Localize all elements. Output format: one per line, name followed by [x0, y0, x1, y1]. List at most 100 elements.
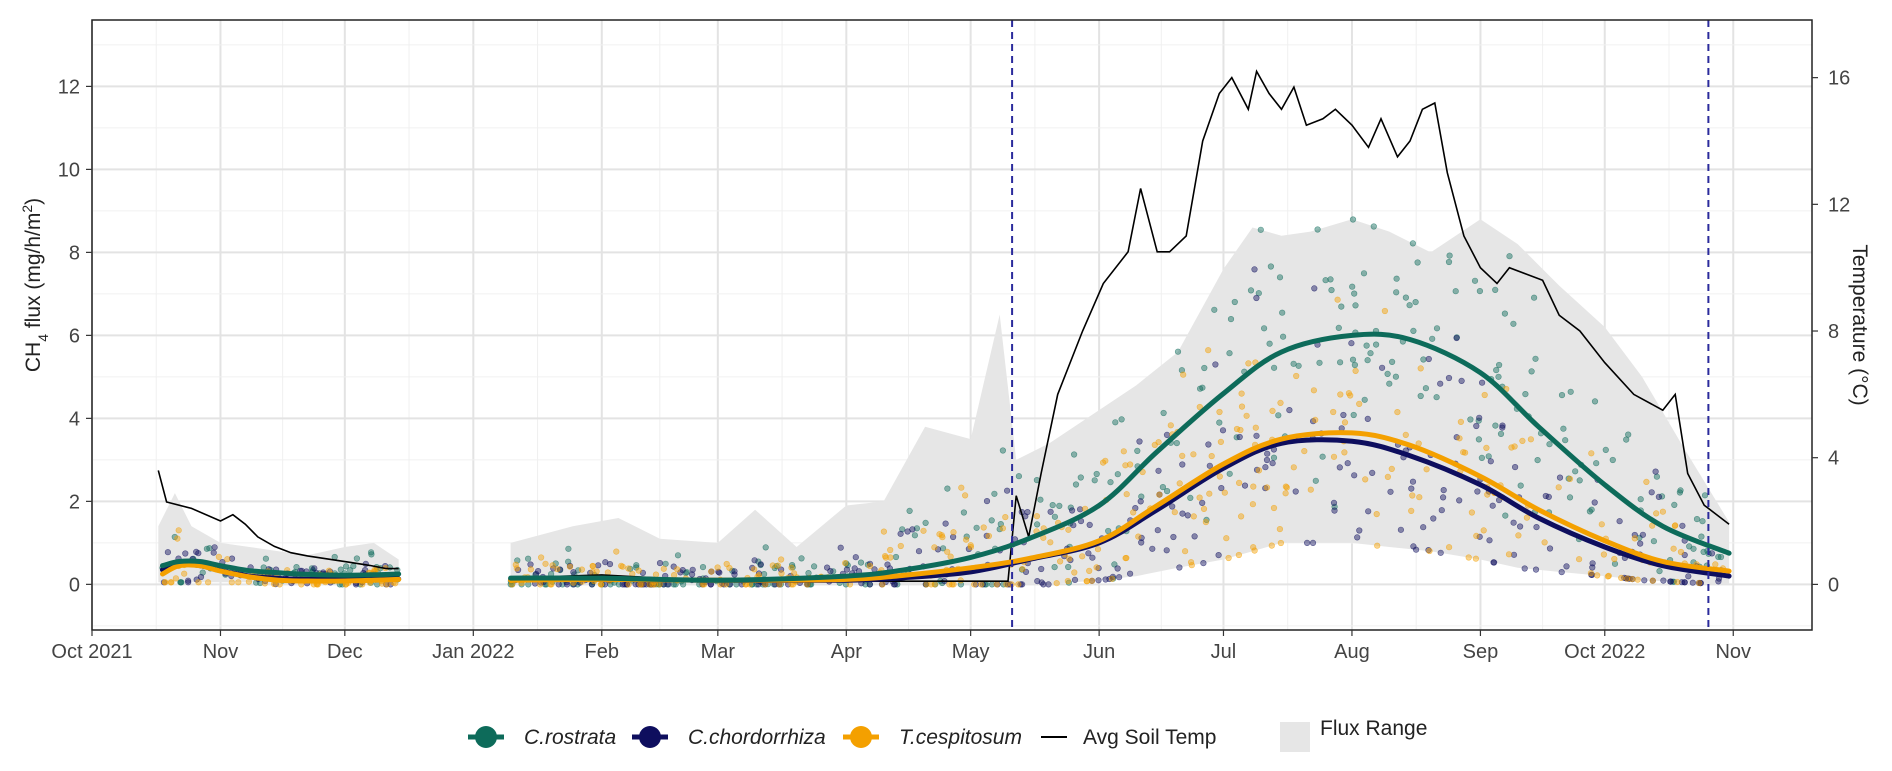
- observation-point: [1486, 537, 1493, 544]
- observation-point: [547, 581, 554, 588]
- observation-point: [1408, 485, 1415, 492]
- observation-point: [1409, 240, 1416, 247]
- observation-point: [1676, 489, 1683, 496]
- observation-point: [1279, 309, 1286, 316]
- observation-point: [164, 549, 171, 556]
- observation-point: [1330, 408, 1337, 416]
- observation-point: [751, 557, 758, 564]
- observation-point: [1445, 258, 1453, 266]
- observation-point: [1269, 460, 1276, 467]
- observation-point: [777, 556, 785, 563]
- observation-point: [983, 498, 991, 505]
- observation-point: [1314, 226, 1321, 233]
- observation-point: [1307, 486, 1314, 493]
- observation-point: [1417, 392, 1424, 400]
- observation-point: [949, 533, 957, 541]
- observation-point: [1236, 433, 1243, 441]
- observation-point: [1440, 487, 1447, 494]
- observation-point: [906, 507, 913, 515]
- observation-point: [308, 565, 316, 572]
- x-tick-label: Jul: [1211, 641, 1237, 663]
- observation-point: [1266, 340, 1273, 347]
- x-tick-label: Apr: [831, 641, 862, 663]
- observation-point: [1312, 477, 1319, 484]
- observation-point: [1352, 302, 1359, 309]
- legend-label: C.chordorrhiza: [688, 726, 826, 749]
- observation-point: [368, 549, 375, 556]
- observation-point: [1221, 489, 1228, 496]
- observation-point: [999, 447, 1007, 454]
- observation-point: [1179, 452, 1186, 460]
- observation-point: [1480, 527, 1487, 534]
- observation-point: [1533, 523, 1540, 531]
- observation-point: [1351, 472, 1358, 479]
- observation-point: [215, 553, 222, 561]
- observation-point: [1086, 521, 1093, 529]
- observation-point: [1422, 385, 1429, 392]
- observation-point: [1275, 412, 1282, 419]
- x-tick-label: Jan 2022: [432, 641, 514, 663]
- observation-point: [1471, 277, 1479, 284]
- observation-point: [1600, 551, 1607, 558]
- observation-point: [1437, 549, 1444, 556]
- observation-point: [1631, 535, 1638, 542]
- observation-point: [368, 551, 375, 558]
- fit-line-tcespitosum: [160, 562, 402, 584]
- observation-point: [162, 579, 169, 586]
- observation-point: [1354, 534, 1361, 541]
- y-axis-title-pre: CH: [22, 342, 45, 372]
- observation-point: [527, 566, 535, 573]
- observation-point: [1517, 482, 1524, 489]
- observation-point: [1521, 565, 1528, 572]
- observation-point: [1264, 450, 1271, 457]
- observation-point: [178, 579, 185, 586]
- observation-point: [1484, 491, 1491, 498]
- observation-point: [1372, 341, 1380, 348]
- observation-point: [1452, 288, 1459, 295]
- observation-point: [1589, 560, 1596, 567]
- observation-point: [1445, 374, 1453, 382]
- observation-point: [1130, 509, 1137, 516]
- observation-point: [1203, 516, 1210, 524]
- observation-point: [1126, 461, 1134, 468]
- observation-point: [1344, 460, 1351, 467]
- observation-point: [527, 561, 534, 568]
- observation-point: [1340, 411, 1347, 419]
- observation-point: [619, 563, 626, 570]
- observation-point: [1381, 307, 1388, 315]
- observation-point: [1257, 226, 1264, 233]
- observation-point: [1235, 479, 1243, 487]
- observation-point: [757, 561, 764, 568]
- observation-point: [1439, 494, 1447, 501]
- observation-point: [1476, 414, 1483, 421]
- observation-point: [1506, 253, 1513, 260]
- observation-point: [1384, 370, 1391, 378]
- observation-point: [1563, 563, 1570, 570]
- observation-point: [1618, 574, 1625, 582]
- y-tick-labels: 0 2 4 6 8 10 12: [58, 76, 80, 596]
- observation-point: [613, 548, 620, 555]
- observation-point: [1362, 476, 1369, 483]
- observation-point: [1348, 340, 1355, 347]
- observation-point: [726, 564, 733, 572]
- observation-point: [1693, 515, 1701, 523]
- x-tick-label: Mar: [701, 641, 736, 663]
- observation-point: [1715, 578, 1722, 585]
- observation-point: [985, 532, 993, 540]
- observation-point: [1085, 550, 1092, 557]
- observation-point: [1576, 477, 1583, 484]
- observation-point: [224, 556, 231, 563]
- observation-point: [1639, 531, 1646, 538]
- observation-point: [961, 492, 969, 499]
- observation-point: [1072, 481, 1080, 488]
- observation-point: [1497, 430, 1505, 438]
- y-tick-label: 0: [69, 574, 80, 596]
- observation-point: [1138, 534, 1145, 542]
- observation-point: [1237, 513, 1245, 520]
- observation-point: [1290, 360, 1297, 367]
- observation-point: [1102, 576, 1109, 583]
- observation-point: [1410, 327, 1417, 335]
- observation-point: [1138, 539, 1145, 546]
- fit-line-crostrata: [160, 558, 402, 578]
- observation-point: [1696, 579, 1703, 587]
